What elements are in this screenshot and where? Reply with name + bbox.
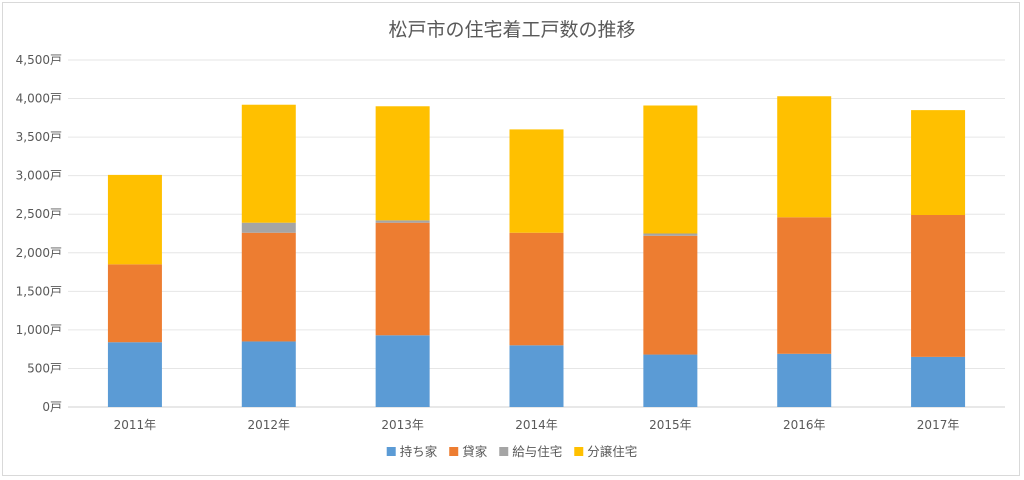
y-tick-label: 1,500戸: [16, 284, 62, 298]
legend-label: 持ち家: [400, 444, 438, 459]
x-axis-labels: 2011年 2012年 2013年 2014年 2015年 2016年 2017年: [114, 418, 960, 432]
legend-label: 貸家: [462, 444, 488, 459]
legend-swatch: [449, 447, 459, 456]
legend-swatch: [574, 447, 584, 456]
bar-segment: [643, 105, 698, 234]
bar-segment: [375, 222, 430, 336]
bar-segment: [643, 233, 698, 236]
bar-segment: [107, 342, 162, 407]
bar-segment: [777, 353, 832, 407]
bar-segment: [509, 345, 564, 407]
bar-segment: [241, 341, 296, 407]
y-tick-label: 1,000戸: [16, 323, 62, 337]
legend-swatch: [499, 447, 509, 456]
bar-segment: [777, 217, 832, 354]
y-tick-label: 4,500戸: [16, 53, 62, 67]
bar-segment: [643, 354, 698, 407]
legend-swatch: [386, 447, 396, 456]
x-tick-label: 2013年: [381, 418, 424, 432]
bar-segment: [241, 222, 296, 233]
bar-segment: [911, 356, 966, 407]
x-tick-label: 2015年: [649, 418, 692, 432]
x-tick-label: 2016年: [783, 418, 826, 432]
y-tick-label: 500戸: [27, 361, 62, 375]
legend-item: 貸家: [449, 444, 488, 459]
legend: 持ち家 貸家 給与住宅 分譲住宅: [386, 444, 637, 459]
legend-item: 持ち家: [386, 444, 438, 459]
y-tick-label: 3,500戸: [16, 130, 62, 144]
bar-segment: [509, 129, 564, 233]
chart-title: 松戸市の住宅着工戸数の推移: [388, 19, 635, 41]
legend-label: 給与住宅: [512, 444, 562, 459]
bar-segment: [107, 264, 162, 343]
bar-segment: [107, 174, 162, 265]
bar-segment: [911, 214, 966, 357]
bar-segment: [241, 232, 296, 342]
bars: [107, 96, 966, 407]
bar-segment: [375, 106, 430, 221]
x-tick-label: 2017年: [917, 418, 960, 432]
y-tick-label: 2,500戸: [16, 207, 62, 221]
legend-item: 分譲住宅: [574, 444, 637, 459]
y-tick-label: 4,000戸: [16, 92, 62, 106]
bar-segment: [375, 335, 430, 407]
bar-segment: [911, 110, 966, 215]
y-axis-labels: 0戸 500戸 1,000戸 1,500戸 2,000戸 2,500戸 3,000戸 3,50…: [16, 53, 62, 414]
x-tick-label: 2012年: [248, 418, 291, 432]
bar-segment: [777, 96, 832, 218]
x-tick-label: 2014年: [515, 418, 558, 432]
y-tick-label: 2,000戸: [16, 246, 62, 260]
x-tick-label: 2011年: [114, 418, 157, 432]
bar-segment: [241, 104, 296, 223]
y-tick-label: 0戸: [42, 400, 62, 414]
legend-item: 給与住宅: [499, 444, 562, 459]
bar-segment: [375, 220, 430, 223]
y-tick-label: 3,000戸: [16, 169, 62, 183]
legend-label: 分譲住宅: [587, 444, 637, 459]
bar-segment: [643, 235, 698, 355]
gridlines: [68, 59, 1005, 408]
bar-segment: [509, 232, 564, 346]
